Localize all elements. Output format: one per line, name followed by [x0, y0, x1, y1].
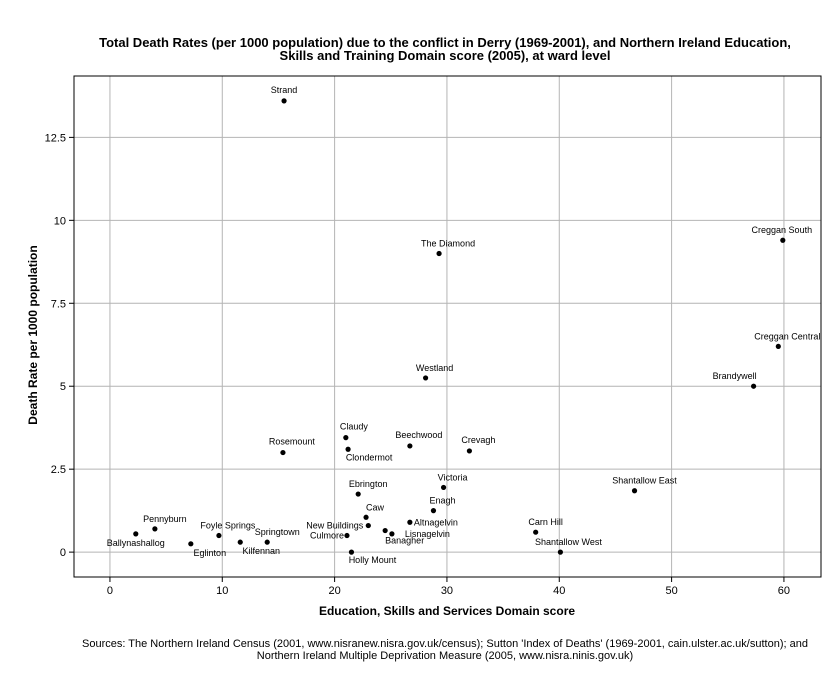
plot-frame	[73, 75, 822, 578]
data-point-clondermot	[345, 446, 351, 452]
grid-lines	[74, 76, 821, 577]
point-label-banagher: Banagher	[385, 536, 424, 546]
data-points	[133, 98, 786, 555]
point-label-lisnagelvin: Lisnagelvin	[405, 529, 450, 539]
y-tick-label: 0	[60, 547, 66, 559]
chart-title: Total Death Rates (per 1000 population) …	[99, 35, 791, 63]
chart-title-line-1: Total Death Rates (per 1000 population) …	[99, 35, 791, 50]
y-tick-label: 12.5	[45, 132, 66, 144]
source-line-2: Northern Ireland Multiple Deprivation Me…	[257, 650, 633, 662]
data-point-the-diamond	[436, 250, 442, 257]
data-point-new-buildings	[365, 522, 371, 529]
data-point-foyle-springs	[216, 532, 222, 539]
data-point-crevagh	[466, 448, 473, 454]
data-point-ballynashallog	[133, 531, 139, 537]
data-point-strand	[281, 98, 287, 104]
point-label-creggan-central: Creggan Central	[754, 331, 820, 341]
data-point-ebrington	[355, 491, 361, 497]
y-tick-label: 2.5	[51, 464, 66, 476]
point-label-new-buildings: New Buildings	[306, 521, 364, 531]
y-axis-label: Death Rate per 1000 population	[26, 245, 40, 424]
data-point-beechwood	[407, 443, 413, 449]
point-label-enagh: Enagh	[429, 496, 455, 506]
point-labels: Strand Creggan South The Diamond Creggan Ce…	[107, 85, 821, 565]
point-label-carn-hill: Carn Hill	[528, 517, 563, 527]
point-label-beechwood: Beechwood	[395, 430, 442, 440]
data-point-caw	[363, 514, 369, 520]
point-label-rosemount: Rosemount	[269, 437, 316, 447]
point-label-caw: Caw	[366, 502, 385, 512]
point-label-victoria: Victoria	[438, 472, 468, 482]
data-point-culmore	[344, 532, 350, 539]
point-label-eglinton: Eglinton	[194, 548, 227, 558]
data-point-carn-hill	[533, 529, 539, 535]
point-label-clondermot: Clondermot	[346, 452, 393, 462]
y-tick-label: 10	[54, 215, 66, 227]
x-tick-label: 40	[553, 585, 565, 597]
source-line-1: Sources: The Northern Ireland Census (20…	[82, 638, 808, 650]
point-label-culmore: Culmore	[310, 531, 344, 541]
data-point-kilfennan	[237, 539, 243, 545]
point-label-shantallow-west: Shantallow West	[535, 537, 602, 547]
x-tick-label: 20	[328, 585, 340, 597]
source-note: Sources: The Northern Ireland Census (20…	[82, 638, 808, 662]
data-point-shantallow-east	[631, 488, 638, 494]
point-label-kilfennan: Kilfennan	[242, 546, 280, 556]
data-point-lisnagelvin	[389, 531, 395, 537]
point-label-ballynashallog: Ballynashallog	[107, 538, 165, 548]
data-point-victoria	[440, 484, 447, 491]
data-point-shantallow-west	[557, 549, 563, 555]
point-label-creggan-south: Creggan South	[752, 225, 813, 235]
x-tick-label: 10	[216, 585, 228, 597]
data-point-rosemount	[280, 449, 286, 456]
data-point-pennyburn	[152, 526, 158, 532]
data-point-brandywell	[751, 383, 757, 389]
point-label-crevagh: Crevagh	[461, 435, 495, 445]
data-point-westland	[422, 375, 429, 381]
chart-title-line-2: Skills and Training Domain score (2005),…	[280, 48, 611, 63]
point-label-brandywell: Brandywell	[713, 371, 757, 381]
x-axis-label: Education, Skills and Services Domain sc…	[319, 604, 575, 618]
data-point-altnagelvin	[407, 519, 413, 525]
data-point-claudy	[343, 435, 349, 441]
axis-ticks: 0 10 20 30 40 50 60 0 2.5 5 7.5 10 12.5	[45, 132, 790, 597]
point-label-shantallow-east: Shantallow East	[612, 476, 677, 486]
point-label-foyle-springs: Foyle Springs	[200, 521, 256, 531]
x-tick-label: 30	[441, 585, 453, 597]
x-tick-label: 50	[665, 585, 677, 597]
data-point-banagher	[382, 527, 388, 534]
point-label-pennyburn: Pennyburn	[143, 514, 187, 524]
point-label-holly-mount: Holly Mount	[349, 555, 397, 565]
point-label-springtown: Springtown	[255, 527, 300, 537]
data-point-enagh	[430, 508, 437, 514]
data-point-springtown	[264, 539, 270, 545]
y-tick-label: 5	[60, 381, 66, 393]
data-point-creggan-central	[775, 343, 781, 350]
point-label-the-diamond: The Diamond	[421, 239, 475, 249]
y-tick-label: 7.5	[51, 298, 66, 310]
x-tick-label: 0	[107, 585, 113, 597]
data-point-eglinton	[188, 541, 194, 547]
point-label-strand: Strand	[271, 85, 298, 95]
plot-background	[74, 76, 821, 577]
x-tick-label: 60	[778, 585, 790, 597]
data-point-holly-mount	[348, 549, 355, 555]
point-label-altnagelvin: Altnagelvin	[414, 517, 458, 527]
point-label-westland: Westland	[416, 363, 453, 373]
point-label-claudy: Claudy	[340, 422, 369, 432]
data-point-creggan-south	[780, 237, 786, 243]
point-label-ebrington: Ebrington	[349, 479, 388, 489]
